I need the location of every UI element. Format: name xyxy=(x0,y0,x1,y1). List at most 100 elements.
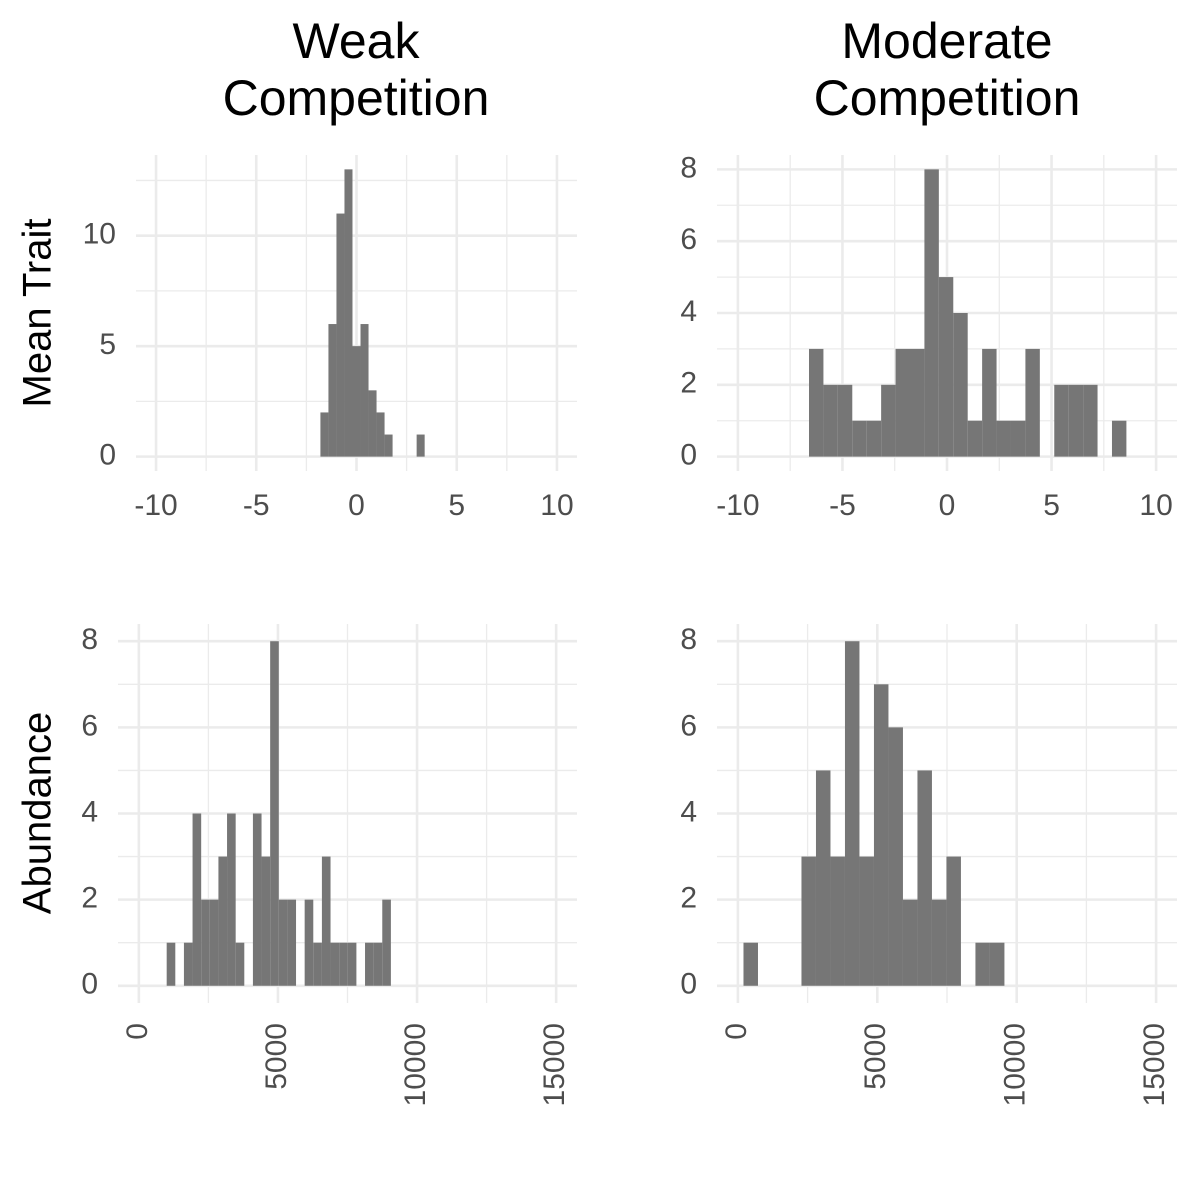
y-tick-label: 0 xyxy=(81,968,98,1001)
bar xyxy=(938,277,954,457)
bar xyxy=(373,942,383,986)
x-tick-label: 5 xyxy=(448,489,465,522)
bar xyxy=(823,384,838,457)
x-tick-label: 15000 xyxy=(538,1023,571,1106)
bar xyxy=(881,384,896,457)
bar xyxy=(946,856,961,986)
bar xyxy=(852,420,867,457)
bar xyxy=(982,348,997,457)
bar xyxy=(270,641,279,986)
bar xyxy=(844,641,860,986)
bar xyxy=(313,942,322,986)
bar xyxy=(278,899,288,986)
bar xyxy=(360,324,369,457)
bar xyxy=(931,899,947,986)
bar xyxy=(416,434,425,457)
bar xyxy=(873,684,889,986)
y-tick-label: 0 xyxy=(680,968,697,1001)
row-title: Mean Trait xyxy=(16,219,60,408)
bar xyxy=(336,213,345,457)
y-tick-label: 4 xyxy=(680,295,697,328)
bar xyxy=(339,942,348,986)
bar xyxy=(917,770,932,986)
x-tick-label: 0 xyxy=(121,1023,154,1040)
bar xyxy=(801,856,816,986)
bar xyxy=(809,348,824,457)
y-tick-label: 5 xyxy=(99,328,116,361)
y-tick-label: 6 xyxy=(81,709,98,742)
bar xyxy=(1111,420,1127,457)
bar xyxy=(382,899,391,986)
bar xyxy=(859,856,874,986)
y-tick-label: 2 xyxy=(680,882,697,915)
bar xyxy=(330,942,340,986)
bar xyxy=(815,770,831,986)
bar xyxy=(888,727,903,986)
bar xyxy=(183,942,193,986)
x-tick-label: 0 xyxy=(720,1023,753,1040)
bar xyxy=(866,420,882,457)
bar xyxy=(996,420,1011,457)
bar xyxy=(320,412,329,457)
bar xyxy=(989,942,1005,986)
bar xyxy=(352,346,361,457)
y-tick-label: 8 xyxy=(680,151,697,184)
bar xyxy=(895,348,910,457)
x-tick-label: 10000 xyxy=(399,1023,432,1106)
bar xyxy=(743,942,758,986)
bar xyxy=(975,942,990,986)
column-title: Moderate xyxy=(841,13,1052,69)
bar xyxy=(909,348,925,457)
x-tick-label: -10 xyxy=(134,489,177,522)
bar xyxy=(365,942,374,986)
bar xyxy=(830,856,845,986)
bar xyxy=(201,899,210,986)
bar xyxy=(287,899,297,986)
column-title: Weak xyxy=(293,13,421,69)
y-tick-label: 4 xyxy=(81,795,98,828)
x-tick-label: 10 xyxy=(540,489,573,522)
x-tick-label: 5000 xyxy=(859,1023,892,1090)
bar xyxy=(227,813,236,986)
bar xyxy=(837,384,853,457)
bar xyxy=(384,434,393,457)
bar xyxy=(953,313,968,457)
bar xyxy=(209,899,219,986)
bar xyxy=(924,169,939,457)
x-tick-label: -10 xyxy=(716,489,759,522)
bar xyxy=(192,813,202,986)
x-tick-label: 0 xyxy=(939,489,956,522)
bar xyxy=(347,942,357,986)
x-tick-label: -5 xyxy=(243,489,270,522)
bar xyxy=(321,856,331,986)
x-tick-label: 15000 xyxy=(1138,1023,1171,1106)
x-tick-label: 0 xyxy=(348,489,365,522)
bar xyxy=(1068,384,1084,457)
bar xyxy=(328,324,337,457)
y-tick-label: 0 xyxy=(99,439,116,472)
y-tick-label: 6 xyxy=(680,223,697,256)
y-tick-label: 10 xyxy=(83,218,116,251)
y-tick-label: 0 xyxy=(680,439,697,472)
bar xyxy=(235,942,245,986)
y-tick-label: 2 xyxy=(81,882,98,915)
bar xyxy=(1083,384,1098,457)
bar xyxy=(902,899,918,986)
bar xyxy=(1025,348,1040,457)
row-title: Abundance xyxy=(16,712,60,914)
x-tick-label: 10 xyxy=(1139,489,1172,522)
y-tick-label: 6 xyxy=(680,709,697,742)
y-tick-label: 2 xyxy=(680,367,697,400)
y-tick-label: 8 xyxy=(680,623,697,656)
x-tick-label: 10000 xyxy=(999,1023,1032,1106)
bar xyxy=(1010,420,1026,457)
bar xyxy=(218,856,228,986)
y-tick-label: 8 xyxy=(81,623,98,656)
x-tick-label: -5 xyxy=(829,489,856,522)
bar xyxy=(252,813,262,986)
column-title: Competition xyxy=(814,70,1081,126)
bar xyxy=(376,412,385,457)
bar xyxy=(261,856,271,986)
bar xyxy=(1054,384,1069,457)
